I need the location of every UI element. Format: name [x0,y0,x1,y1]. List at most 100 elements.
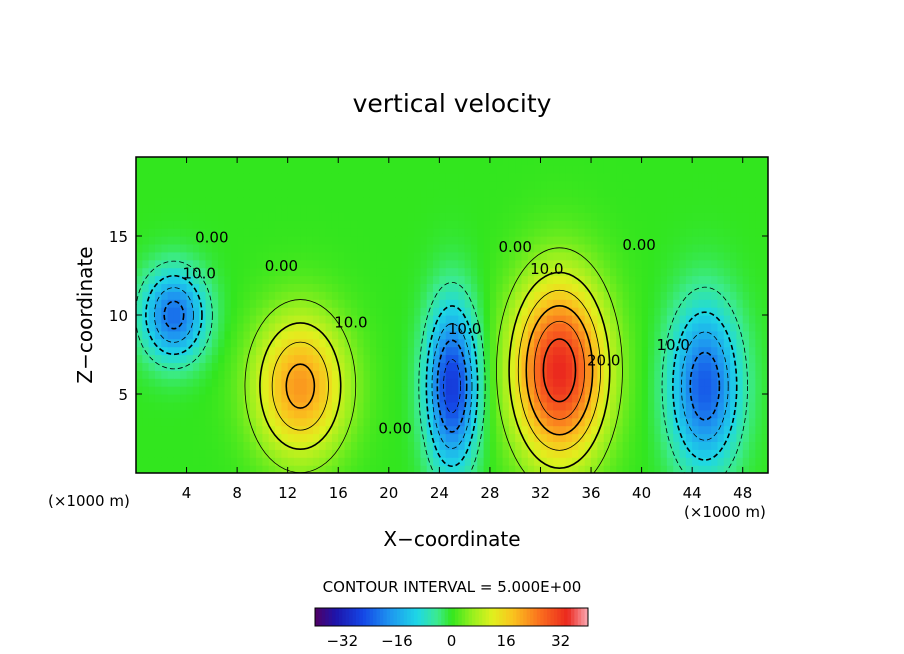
field-cell [692,449,700,458]
field-cell [452,386,459,395]
field-cell [445,338,453,348]
field-cell [749,259,756,269]
field-cell [262,354,270,363]
colorbar-swatch [369,608,374,626]
field-cell [287,409,295,419]
field-cell [679,370,687,379]
field-cell [647,172,655,182]
field-cell [426,172,434,182]
field-cell [749,283,756,292]
field-cell [237,354,245,363]
field-cell [249,346,257,356]
field-cell [572,236,579,245]
contour-label: 20.0 [587,352,620,370]
field-cell [628,307,636,316]
field-cell [237,433,245,442]
field-cell [420,299,428,308]
field-cell [477,180,485,190]
field-cell [433,315,440,324]
field-cell [597,243,605,253]
field-cell [666,394,674,403]
field-cell [338,315,346,324]
colorbar-swatch [533,608,538,626]
field-cell [527,251,535,261]
field-cell [180,457,188,466]
field-cell [369,338,377,348]
field-cell [578,457,586,466]
x-tick-label: 12 [278,484,297,502]
field-cell [281,204,289,213]
field-cell [717,283,725,292]
field-cell [534,386,542,395]
field-cell [736,417,744,427]
field-cell [154,354,162,363]
field-cell [717,220,725,229]
field-cell [698,212,706,221]
field-cell [761,236,768,245]
field-cell [704,354,712,363]
field-cell [591,370,598,379]
field-cell [230,394,238,403]
field-cell [205,330,213,340]
field-cell [698,322,706,332]
field-cell [755,322,763,332]
field-cell [704,330,712,340]
field-cell [180,307,188,316]
field-cell [704,164,712,174]
field-cell [610,378,617,387]
contour-label: 0.00 [378,420,411,438]
field-cell [414,346,421,356]
field-cell [610,275,617,284]
field-cell [161,441,169,450]
field-cell [382,157,390,166]
field-cell [363,346,371,356]
field-cell [363,172,371,182]
field-cell [641,457,649,466]
field-cell [281,338,289,348]
field-cell [666,283,674,292]
field-cell [540,259,548,269]
field-cell [622,401,630,411]
field-cell [205,338,213,348]
field-cell [559,370,567,379]
field-cell [654,220,662,229]
field-cell [407,322,415,332]
field-cell [154,220,162,229]
field-cell [376,157,384,166]
field-cell [192,346,200,356]
field-cell [496,370,504,379]
field-cell [610,180,617,190]
field-cell [306,354,314,363]
colorbar-swatch [540,608,545,626]
field-cell [281,188,289,198]
field-cell [388,243,396,253]
field-cell [382,330,390,340]
field-cell [464,204,472,213]
field-cell [546,457,554,466]
field-cell [249,236,257,245]
field-cell [622,164,630,174]
field-cell [711,370,719,379]
field-cell [622,291,630,300]
field-cell [237,180,245,190]
field-cell [546,196,554,205]
field-cell [230,433,238,442]
field-cell [243,315,251,324]
field-cell [338,401,346,411]
field-cell [211,449,219,458]
field-cell [294,196,301,205]
field-cell [666,212,674,221]
field-cell [192,251,200,261]
field-cell [641,172,649,182]
field-cell [376,172,384,182]
field-cell [584,330,592,340]
field-cell [742,275,750,284]
field-cell [508,370,516,379]
field-cell [357,401,365,411]
field-cell [553,212,561,221]
field-cell [489,354,497,363]
field-cell [439,251,447,261]
field-cell [306,394,314,403]
field-cell [338,346,346,356]
field-cell [477,188,485,198]
